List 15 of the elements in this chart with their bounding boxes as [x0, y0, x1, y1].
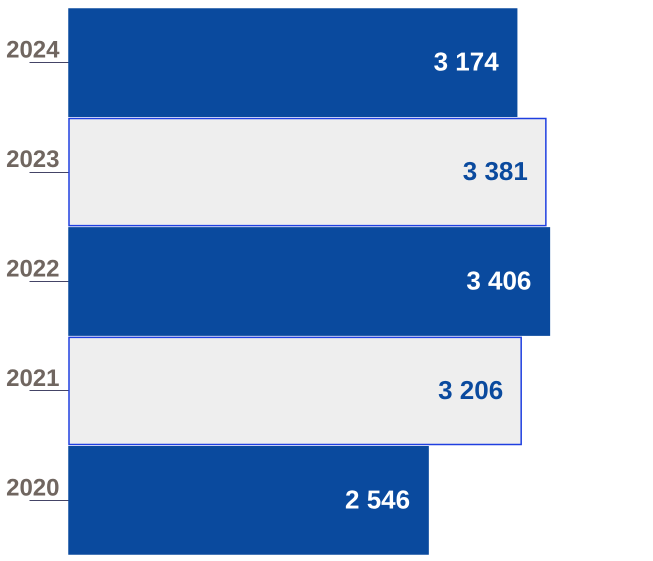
- y-tick-label: 2020: [6, 474, 60, 502]
- bar: [68, 118, 547, 226]
- data-label: 3 406: [466, 266, 532, 296]
- data-label: 2 546: [345, 484, 410, 514]
- data-label: 3 381: [462, 156, 528, 186]
- data-label: 3 174: [434, 46, 500, 77]
- bar: [68, 446, 429, 555]
- y-tick-label: 2023: [6, 146, 60, 174]
- data-label: 3 206: [438, 374, 504, 405]
- bar: [68, 336, 522, 446]
- y-tick-label: 2022: [6, 256, 60, 282]
- bar: [68, 227, 550, 336]
- bar: [68, 8, 518, 117]
- y-tick-label: 2021: [6, 364, 60, 392]
- y-tick-label: 2024: [6, 36, 60, 64]
